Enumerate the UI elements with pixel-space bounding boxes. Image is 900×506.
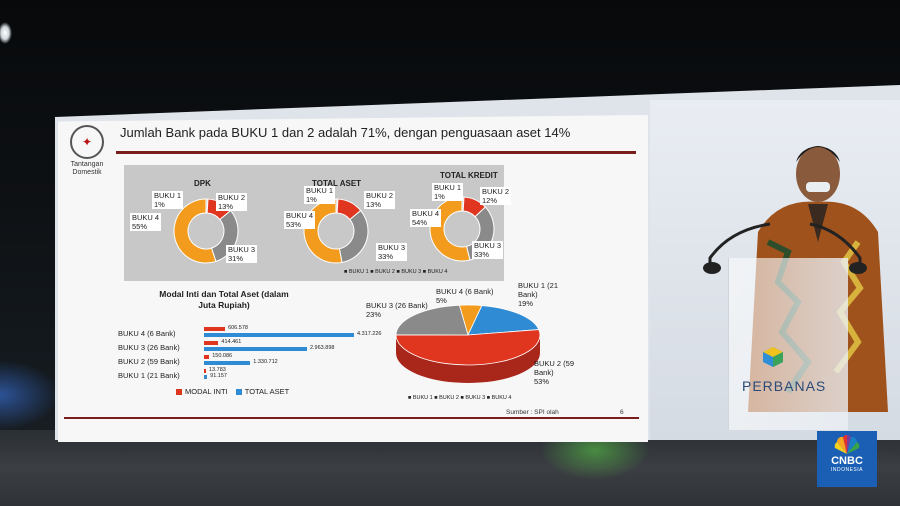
label-aset-buku2: BUKU 2 13% — [364, 191, 396, 209]
peacock-icon — [834, 435, 860, 454]
stage-blue-light — [0, 360, 60, 430]
bar-total-aset — [204, 361, 251, 365]
donut-legend: ■ BUKU 1 ■ BUKU 2 ■ BUKU 3 ■ BUKU 4 — [344, 269, 448, 275]
pie-slice-buku-3 — [395, 304, 469, 336]
donut-title-total-kredit: TOTAL KREDIT — [440, 171, 498, 180]
bar-modal-inti — [204, 327, 226, 331]
pie-legend: ■ BUKU 1 ■ BUKU 2 ■ BUKU 3 ■ BUKU 4 — [408, 395, 512, 401]
total-aset-swatch — [235, 389, 242, 396]
legend-modal-inti: MODAL INTI — [185, 387, 228, 396]
bar-total-aset — [204, 347, 307, 351]
bar-row: BUKU 1 (21 Bank) 13.783 91.157 — [118, 367, 338, 385]
donut-title-total-aset: TOTAL ASET — [312, 179, 362, 188]
bar-total-aset — [204, 333, 354, 337]
modal-inti-swatch — [176, 389, 182, 396]
label-aset-buku3: BUKU 3 33% — [376, 243, 408, 261]
pie-slice-buku-1 — [467, 305, 540, 336]
donut-slice-buku-4 — [303, 198, 343, 264]
bar-value-label: 414.461 — [221, 339, 242, 345]
cnbc-wordmark: CNBC — [831, 455, 863, 467]
bar-category-label: BUKU 1 (21 Bank) — [118, 371, 180, 380]
pie-side-wall — [396, 335, 540, 383]
cnbc-watermark: CNBC INDONESIA — [817, 431, 877, 487]
donut-slice-buku-4 — [173, 198, 217, 264]
legend-total-aset: TOTAL ASET — [244, 387, 290, 396]
footer-divider — [64, 417, 639, 419]
bar-category-label: BUKU 3 (26 Bank) — [118, 343, 180, 352]
stage-floor — [0, 430, 900, 506]
pie-slice-buku-2 — [395, 329, 541, 366]
title-divider — [116, 151, 636, 154]
microphones — [703, 222, 867, 274]
label-dpk-buku2: BUKU 2 13% — [216, 193, 248, 211]
cnbc-region: INDONESIA — [830, 467, 863, 473]
pie-label-buku1: BUKU 1 (21 Bank) 19% — [518, 281, 559, 308]
ceiling-light — [0, 22, 12, 44]
label-dpk-buku4: BUKU 4 55% — [130, 213, 162, 231]
label-aset-buku1: BUKU 1 1% — [304, 186, 336, 204]
slide-logo: ✦ Tantangan Domestik — [64, 125, 110, 185]
label-kredit-buku2: BUKU 2 12% — [480, 187, 512, 205]
bar-row: BUKU 4 (6 Bank) 606.578 4.317.226 — [118, 325, 381, 343]
bar-legend: MODAL INTI TOTAL ASET — [176, 387, 289, 396]
bar-modal-inti — [204, 341, 219, 345]
garuda-icon: ✦ — [70, 125, 104, 159]
donut-slice-buku-3 — [338, 209, 369, 264]
slide-title: Jumlah Bank pada BUKU 1 dan 2 adalah 71%… — [120, 125, 571, 140]
bar-chart-title: Modal Inti dan Total Aset (dalam Juta Ru… — [159, 289, 289, 310]
pie-chart-3d — [395, 304, 541, 383]
bar-total-aset — [204, 375, 208, 379]
label-dpk-buku3: BUKU 3 31% — [226, 245, 258, 263]
bar-value-label: 606.578 — [228, 325, 248, 331]
label-aset-buku4: BUKU 4 53% — [284, 211, 316, 229]
label-kredit-buku3: BUKU 3 33% — [472, 241, 504, 259]
label-dpk-buku1: BUKU 1 1% — [152, 191, 184, 209]
bar-modal-inti — [204, 369, 206, 373]
logo-caption: Tantangan Domestik — [70, 161, 104, 176]
bar-value-label: 2.963.898 — [309, 345, 335, 351]
donut-panel: DPK TOTAL ASET TOTAL KREDIT BUKU 1 1% BU… — [124, 165, 512, 281]
bar-category-label: BUKU 4 (6 Bank) — [118, 329, 176, 338]
source-note: Sumber : SPI olah — [506, 409, 559, 416]
bar-value-label: 4.317.226 — [357, 331, 382, 337]
perbanas-wordmark: PERBANAS — [742, 378, 827, 394]
bar-row: BUKU 3 (26 Bank) 414.461 2.963.898 — [118, 339, 338, 357]
label-kredit-buku1: BUKU 1 1% — [432, 183, 464, 201]
page-number: 6 — [620, 409, 624, 416]
label-kredit-buku4: BUKU 4 54% — [410, 209, 442, 227]
bar-value-label: 150.086 — [212, 353, 233, 359]
bar-row: BUKU 2 (59 Bank) 150.086 1.330.712 — [118, 353, 338, 371]
donut-title-dpk: DPK — [194, 179, 211, 188]
glass-podium — [728, 258, 848, 430]
bar-value-label: 13.783 — [209, 367, 226, 373]
pie-label-buku2: BUKU 2 (59 Bank) 53% — [534, 359, 575, 386]
perbanas-logo-icon — [763, 347, 783, 367]
pie-label-buku4: BUKU 4 (6 Bank) 5% — [436, 287, 494, 305]
pie-label-buku3: BUKU 3 (26 Bank) 23% — [366, 301, 428, 319]
presentation-slide: ✦ Tantangan Domestik Jumlah Bank pada BU… — [58, 115, 648, 442]
bar-value-label: 1.330.712 — [253, 359, 278, 365]
bar-category-label: BUKU 2 (59 Bank) — [118, 357, 180, 366]
bar-modal-inti — [204, 355, 210, 359]
bar-value-label: 91.157 — [210, 373, 227, 379]
